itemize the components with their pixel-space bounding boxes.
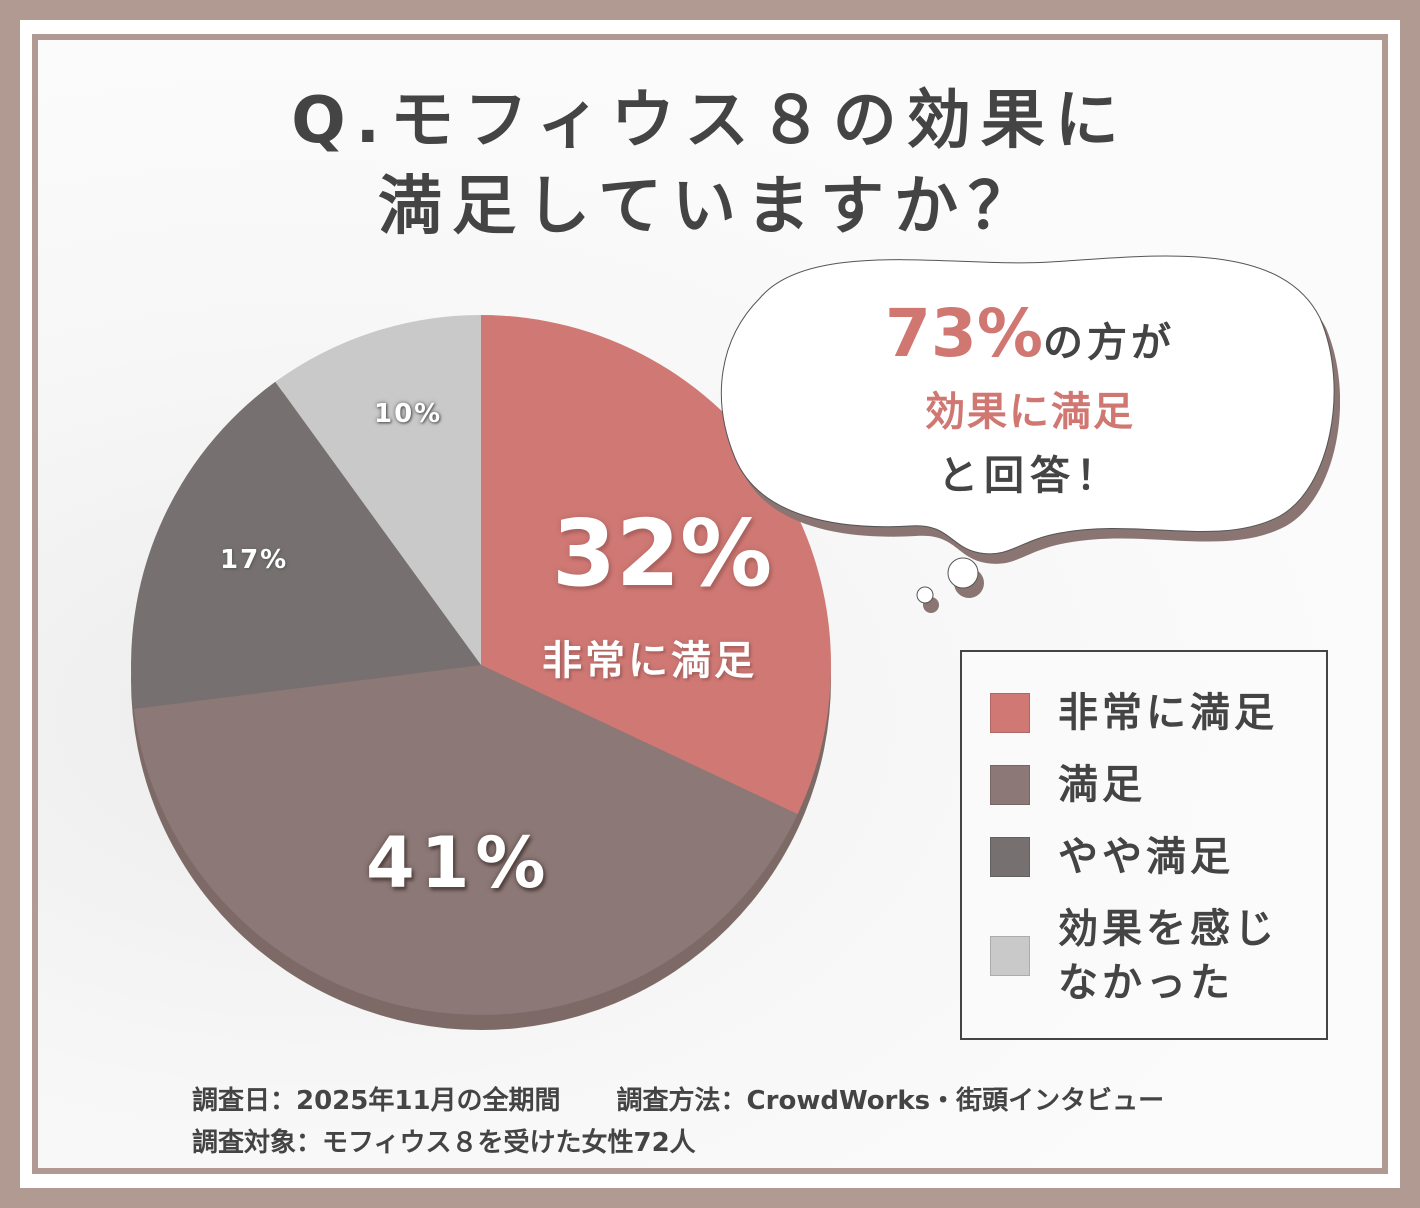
legend-item-somewhat-satisfied: やや満足 bbox=[990, 830, 1234, 884]
callout-line-3: と回答！ bbox=[938, 453, 1122, 499]
bubble-dot-large bbox=[947, 557, 979, 589]
callout-line-1: 73%の方が bbox=[740, 298, 1320, 379]
legend-label: 効果を感じ なかった bbox=[1058, 902, 1278, 1010]
legend-label: 非常に満足 bbox=[1058, 690, 1278, 736]
legend-item-very-satisfied: 非常に満足 bbox=[990, 686, 1278, 740]
bubble-body bbox=[720, 255, 1335, 555]
label-41-pct: 41% bbox=[366, 822, 552, 904]
survey-target: 調査対象：モフィウス８を受けた女性72人 bbox=[192, 1128, 696, 1158]
legend-swatch bbox=[990, 765, 1030, 805]
callout-percent: 73% bbox=[885, 295, 1043, 372]
callout-bubble bbox=[720, 248, 1341, 618]
bubble-dot-small bbox=[916, 586, 934, 604]
legend-label: 満足 bbox=[1058, 762, 1146, 808]
label-very-satisfied: 非常に満足 bbox=[542, 638, 757, 684]
survey-method: 調査方法：CrowdWorks・街頭インタビュー bbox=[616, 1086, 1165, 1116]
title-line-2: 満足していますか？ bbox=[377, 170, 1043, 244]
slice-not-effective bbox=[275, 315, 481, 665]
legend: 非常に満足 満足 やや満足 効果を感じ なかった bbox=[960, 650, 1328, 1040]
slice-satisfied bbox=[133, 665, 798, 1015]
callout-line-1-rest: の方が bbox=[1042, 320, 1175, 366]
page-title: Q.モフィウス８の効果に 満足していますか？ bbox=[0, 78, 1420, 250]
legend-label: やや満足 bbox=[1058, 834, 1234, 880]
legend-label-line-2: なかった bbox=[1058, 960, 1234, 1006]
survey-line-1: 調査日：2025年11月の全期間 調査方法：CrowdWorks・街頭インタビュー bbox=[192, 1080, 1164, 1122]
bubble-shape bbox=[720, 255, 1341, 613]
label-17-pct: 17% bbox=[220, 545, 289, 575]
legend-swatch bbox=[990, 837, 1030, 877]
survey-date: 調査日：2025年11月の全期間 bbox=[192, 1086, 561, 1116]
legend-item-not-effective: 効果を感じ なかった bbox=[990, 902, 1278, 1010]
legend-item-satisfied: 満足 bbox=[990, 758, 1146, 812]
label-32-pct: 32% bbox=[552, 500, 773, 607]
callout-line-2: 効果に満足 bbox=[925, 389, 1135, 435]
legend-label-line-1: 効果を感じ bbox=[1058, 906, 1278, 952]
survey-notes: 調査日：2025年11月の全期間 調査方法：CrowdWorks・街頭インタビュー… bbox=[192, 1080, 1164, 1164]
label-10-pct: 10% bbox=[374, 399, 443, 429]
legend-swatch bbox=[990, 693, 1030, 733]
slice-somewhat-satisfied bbox=[131, 381, 481, 709]
title-line-1: Q.モフィウス８の効果に bbox=[291, 84, 1129, 158]
callout-text: 73%の方が 効果に満足 と回答！ bbox=[740, 298, 1320, 507]
legend-swatch bbox=[990, 936, 1030, 976]
